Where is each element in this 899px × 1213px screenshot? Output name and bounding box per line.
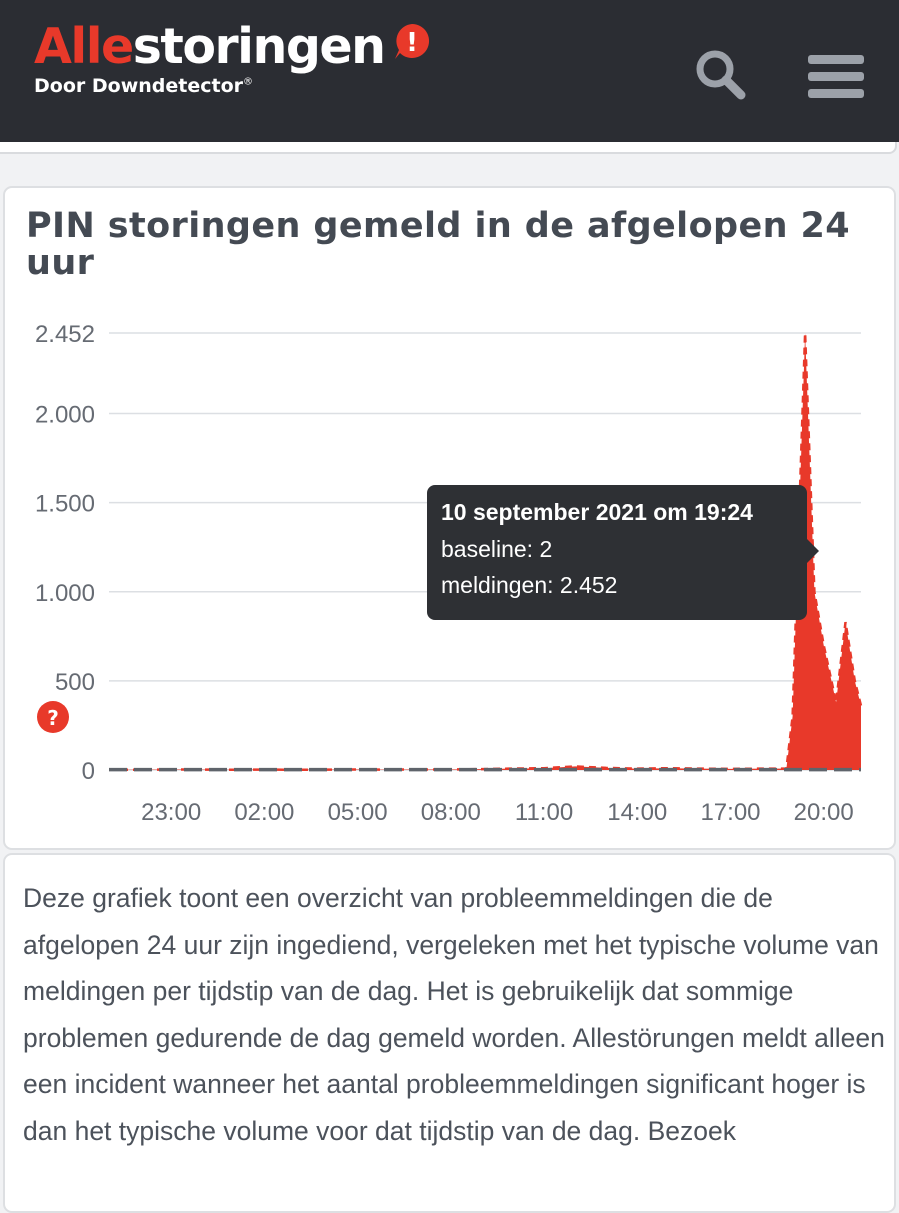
y-tick-label: 0 [82,758,95,785]
x-tick-label: 05:00 [328,799,388,826]
y-tick-label: 2.000 [35,402,95,429]
logo-badge-text: ! [406,28,418,58]
chart-description: Deze grafiek toont een overzicht van pro… [23,883,885,1146]
x-tick-label: 17:00 [700,799,760,826]
site-logo[interactable]: Allestoringen Door Downdetector® [34,22,386,97]
tagline-text: Door Downdetector [34,75,243,97]
outage-chart-card: PIN storingen gemeld in de afgelopen 24 … [3,186,896,850]
x-tick-label: 08:00 [421,799,481,826]
chart-description-card: Deze grafiek toont een overzicht van pro… [3,853,896,1213]
header-bottom-strip [0,142,897,154]
y-tick-label: 1.000 [35,580,95,607]
x-tick-label: 14:00 [607,799,667,826]
svg-text:?: ? [47,706,59,730]
logo-rest: storingen [132,18,386,75]
search-icon[interactable] [693,48,747,100]
meldingen-line [108,332,863,772]
exclamation-icon: ! [395,23,430,60]
tooltip-baseline: baseline: 2 [441,536,553,562]
x-tick-label: 11:00 [515,799,573,826]
chart-title: PIN storingen gemeld in de afgelopen 24 … [26,206,851,283]
y-tick-label: 500 [55,669,95,696]
tooltip-meldingen: meldingen: 2.452 [441,572,618,598]
y-tick-label: 1.500 [35,491,95,518]
y-tick-label: 2.452 [35,321,95,348]
logo-tagline: Door Downdetector® [34,75,385,97]
registered-mark: ® [243,76,253,88]
outage-chart[interactable]: 0 500 1.000 1.500 2.000 2.452 23:00 02:00 05:00 0… [5,188,894,848]
x-tick-label: 20:00 [794,799,854,826]
site-header: Allestoringen Door Downdetector® ! [0,0,899,142]
logo-wordmark: Allestoringen [34,22,386,71]
hamburger-menu-icon[interactable] [808,55,864,99]
logo-accent: Alle [34,18,134,75]
x-tick-label: 23:00 [141,799,201,826]
question-mark-icon[interactable]: ? [36,700,70,734]
tooltip-title: 10 september 2021 om 19:24 [441,499,753,525]
x-tick-label: 02:00 [234,799,294,826]
chart-tooltip: 10 september 2021 om 19:24 baseline: 2 m… [427,485,819,620]
